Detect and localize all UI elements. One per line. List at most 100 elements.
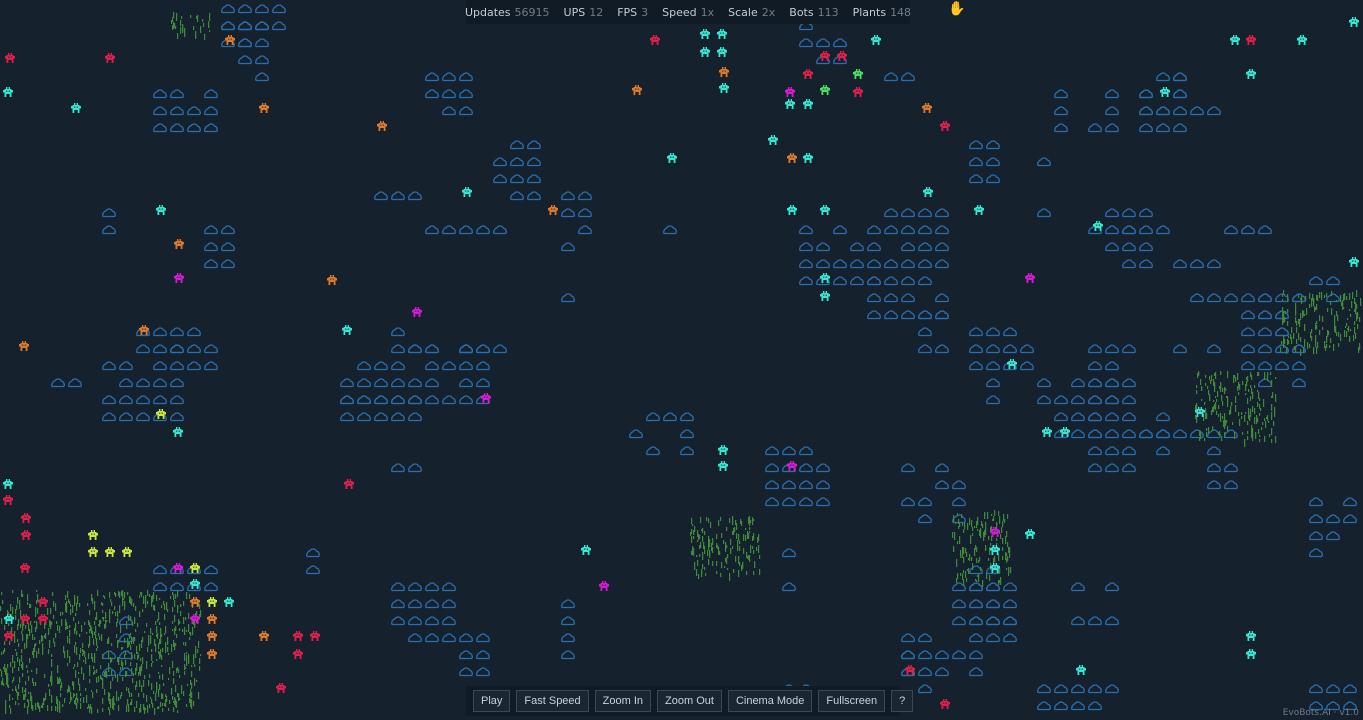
rock-tile	[816, 480, 830, 490]
rock-tile	[391, 361, 405, 371]
plant-sprout	[154, 605, 156, 611]
plant-sprout	[1354, 327, 1356, 334]
plant-sprout	[1285, 311, 1287, 314]
plant-sprout	[1304, 314, 1306, 316]
plant-sprout	[173, 596, 175, 600]
plant-sprout	[178, 694, 180, 701]
plant-sprout	[1282, 314, 1284, 317]
plant-sprout	[94, 621, 96, 625]
rock-tile	[884, 276, 898, 286]
plant-sprout	[1259, 413, 1261, 416]
plant-sprout	[196, 611, 198, 615]
rock-tile	[306, 565, 320, 575]
plant-sprout	[1319, 330, 1321, 335]
fullscreen-button[interactable]: Fullscreen	[818, 690, 886, 712]
plant-sprout	[7, 673, 9, 681]
rock-tile	[1105, 208, 1119, 218]
plant-sprout	[990, 543, 992, 546]
plant-sprout	[26, 644, 28, 648]
plant-sprout	[1283, 290, 1285, 295]
zoom-out-button[interactable]: Zoom Out	[657, 690, 722, 712]
rock-tile	[799, 242, 813, 252]
rock-tile	[1343, 514, 1357, 524]
plant-sprout	[49, 640, 51, 648]
plant-sprout	[987, 512, 989, 519]
plant-sprout	[704, 531, 706, 535]
bot-sprite	[1160, 87, 1170, 97]
rock-tile	[1105, 395, 1119, 405]
rock-tile	[459, 344, 473, 354]
plant-sprout	[985, 522, 987, 530]
rock-tile	[1326, 531, 1340, 541]
plant-sprout	[150, 640, 152, 644]
rock-tile	[408, 191, 422, 201]
plant-sprout	[1311, 303, 1313, 307]
cinema-mode-button[interactable]: Cinema Mode	[727, 690, 813, 712]
plant-sprout	[1298, 319, 1300, 324]
bot-sprite	[412, 307, 422, 317]
plant-sprout	[988, 558, 990, 561]
rock-tile	[187, 344, 201, 354]
zoom-in-button[interactable]: Zoom In	[594, 690, 652, 712]
plant-sprout	[4, 648, 6, 652]
plant-sprout	[82, 643, 84, 648]
rock-tile	[935, 208, 949, 218]
help-button[interactable]: ?	[891, 690, 914, 712]
plant-sprout	[1264, 436, 1266, 442]
bot-sprite	[1042, 427, 1052, 437]
plant-sprout	[1298, 333, 1300, 340]
rock-tile	[153, 582, 167, 592]
rock-tile	[221, 21, 235, 31]
plant-sprout	[172, 621, 174, 624]
plant-sprout	[1, 592, 3, 595]
plant-sprout	[90, 625, 92, 631]
rock-tile	[1292, 361, 1306, 371]
plant-sprout	[145, 708, 147, 710]
plant-sprout	[1250, 409, 1252, 417]
rock-tile	[1122, 446, 1136, 456]
rock-tile	[1105, 684, 1119, 694]
plant-sprout	[184, 28, 186, 30]
plant-sprout	[745, 535, 747, 541]
plant-sprout	[998, 554, 1000, 561]
plant-sprout	[99, 636, 101, 640]
plant-sprout	[738, 570, 740, 577]
plant-sprout	[1326, 344, 1328, 348]
rock-tile	[1088, 701, 1102, 711]
play-button[interactable]: Play	[473, 690, 511, 712]
plant-sprout	[69, 630, 71, 637]
rock-tile	[1241, 310, 1255, 320]
rock-tile	[1258, 293, 1272, 303]
rock-tile	[255, 72, 269, 82]
plant-sprout	[143, 693, 145, 698]
plant-sprout	[189, 637, 191, 640]
rock-tile	[918, 242, 932, 252]
plant-sprout	[142, 657, 144, 664]
plant-sprout	[115, 675, 117, 678]
plant-sprout	[76, 631, 78, 635]
rock-tile	[170, 395, 184, 405]
plant-sprout	[91, 594, 93, 601]
plant-sprout	[128, 709, 130, 712]
plant-sprout	[89, 706, 91, 713]
plant-sprout	[188, 658, 190, 664]
rock-tile	[816, 463, 830, 473]
rock-tile	[153, 344, 167, 354]
plant-sprout	[1196, 390, 1198, 394]
plant-sprout	[3, 650, 5, 654]
plant-sprout	[1273, 421, 1275, 426]
plant-sprout	[1221, 436, 1223, 441]
plant-sprout	[129, 692, 131, 697]
fast-speed-button[interactable]: Fast Speed	[516, 690, 589, 712]
plant-sprout	[67, 594, 69, 598]
rock-tile	[1122, 208, 1136, 218]
plant-sprout	[100, 620, 102, 624]
plant-sprout	[1227, 426, 1229, 431]
plant-sprout	[125, 671, 127, 677]
rock-tile	[442, 582, 456, 592]
plant-sprout	[986, 573, 988, 579]
plant-sprout	[60, 612, 62, 616]
rock-tile	[527, 140, 541, 150]
bot-sprite	[719, 83, 729, 93]
